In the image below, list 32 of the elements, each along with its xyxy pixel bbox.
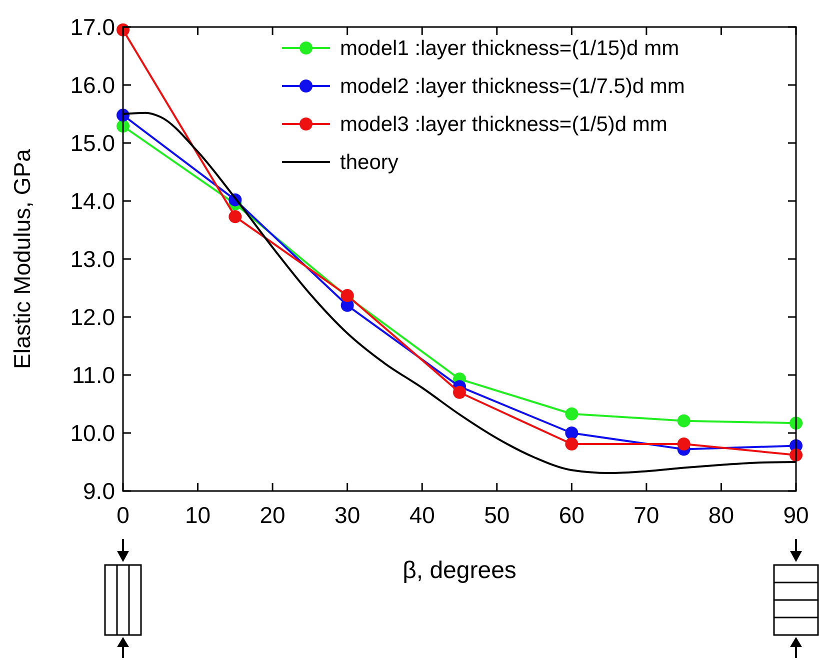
x-tick-label: 10: [184, 502, 211, 528]
y-tick-label: 11.0: [72, 362, 115, 388]
y-tick-label: 12.0: [70, 304, 115, 330]
y-tick-label: 9.0: [83, 478, 115, 504]
y-tick-label: 16.0: [70, 72, 115, 98]
legend-label: model2 :layer thickness=(1/7.5)d mm: [340, 75, 685, 98]
x-tick-label: 40: [409, 502, 435, 528]
y-tick-label: 17.0: [70, 14, 115, 40]
legend-label: model1 :layer thickness=(1/15)d mm: [340, 37, 680, 60]
point: [565, 438, 578, 451]
legend-label: model3 :layer thickness=(1/5)d mm: [340, 113, 668, 136]
point: [677, 438, 690, 451]
y-tick-label: 10.0: [70, 420, 115, 446]
x-tick-label: 60: [558, 502, 584, 528]
point: [565, 407, 578, 420]
x-tick-label: 70: [634, 502, 660, 528]
x-tick-label: 50: [484, 502, 510, 528]
y-tick-label: 15.0: [70, 130, 115, 156]
x-tick-label: 80: [708, 502, 734, 528]
x-tick-label: 0: [116, 502, 130, 528]
y-tick-label: 14.0: [70, 188, 115, 214]
point: [453, 386, 466, 399]
legend-label: theory: [340, 151, 399, 174]
y-axis-title: Elastic Modulus, GPa: [9, 148, 35, 369]
point: [677, 414, 690, 428]
y-tick-label: 13.0: [70, 246, 115, 272]
x-tick-label: 90: [783, 502, 809, 528]
x-tick-label: 30: [334, 502, 360, 528]
x-tick-label: 20: [260, 502, 286, 528]
x-axis-title: β, degrees: [402, 557, 516, 584]
point: [228, 210, 242, 224]
point: [565, 426, 578, 440]
